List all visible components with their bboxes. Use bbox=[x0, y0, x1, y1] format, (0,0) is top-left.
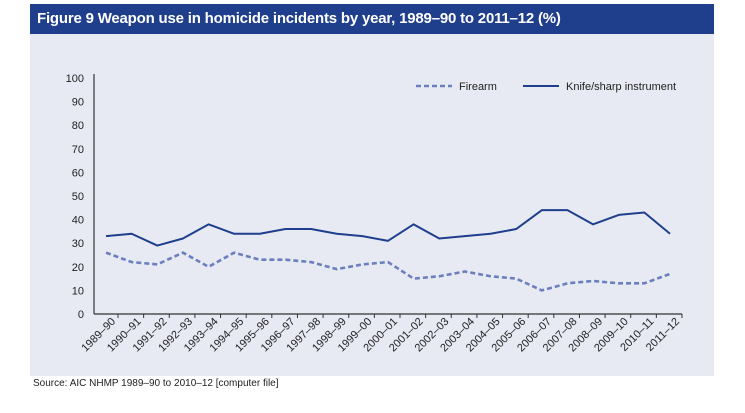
figure-title: Figure 9 Weapon use in homicide incident… bbox=[30, 4, 714, 34]
line-chart: 01020304050607080901001989–901990–911991… bbox=[66, 73, 683, 354]
legend-label: Knife/sharp instrument bbox=[566, 81, 676, 93]
y-tick-label: 50 bbox=[72, 191, 84, 203]
firearm-series-line bbox=[105, 251, 671, 292]
y-tick-label: 100 bbox=[66, 73, 84, 85]
y-tick-label: 70 bbox=[72, 144, 84, 156]
y-tick-label: 10 bbox=[72, 285, 84, 297]
y-tick-label: 90 bbox=[72, 97, 84, 109]
y-tick-label: 60 bbox=[72, 167, 84, 179]
legend-label: Firearm bbox=[459, 81, 497, 93]
y-tick-label: 30 bbox=[72, 238, 84, 250]
y-tick-label: 0 bbox=[78, 309, 84, 321]
source-note: Source: AIC NHMP 1989–90 to 2010–12 [com… bbox=[33, 378, 279, 389]
y-tick-label: 80 bbox=[72, 120, 84, 132]
knife-series-line bbox=[105, 209, 671, 247]
y-tick-label: 40 bbox=[72, 215, 84, 227]
y-tick-label: 20 bbox=[72, 262, 84, 274]
figure-panel: Figure 9 Weapon use in homicide incident… bbox=[30, 4, 714, 376]
